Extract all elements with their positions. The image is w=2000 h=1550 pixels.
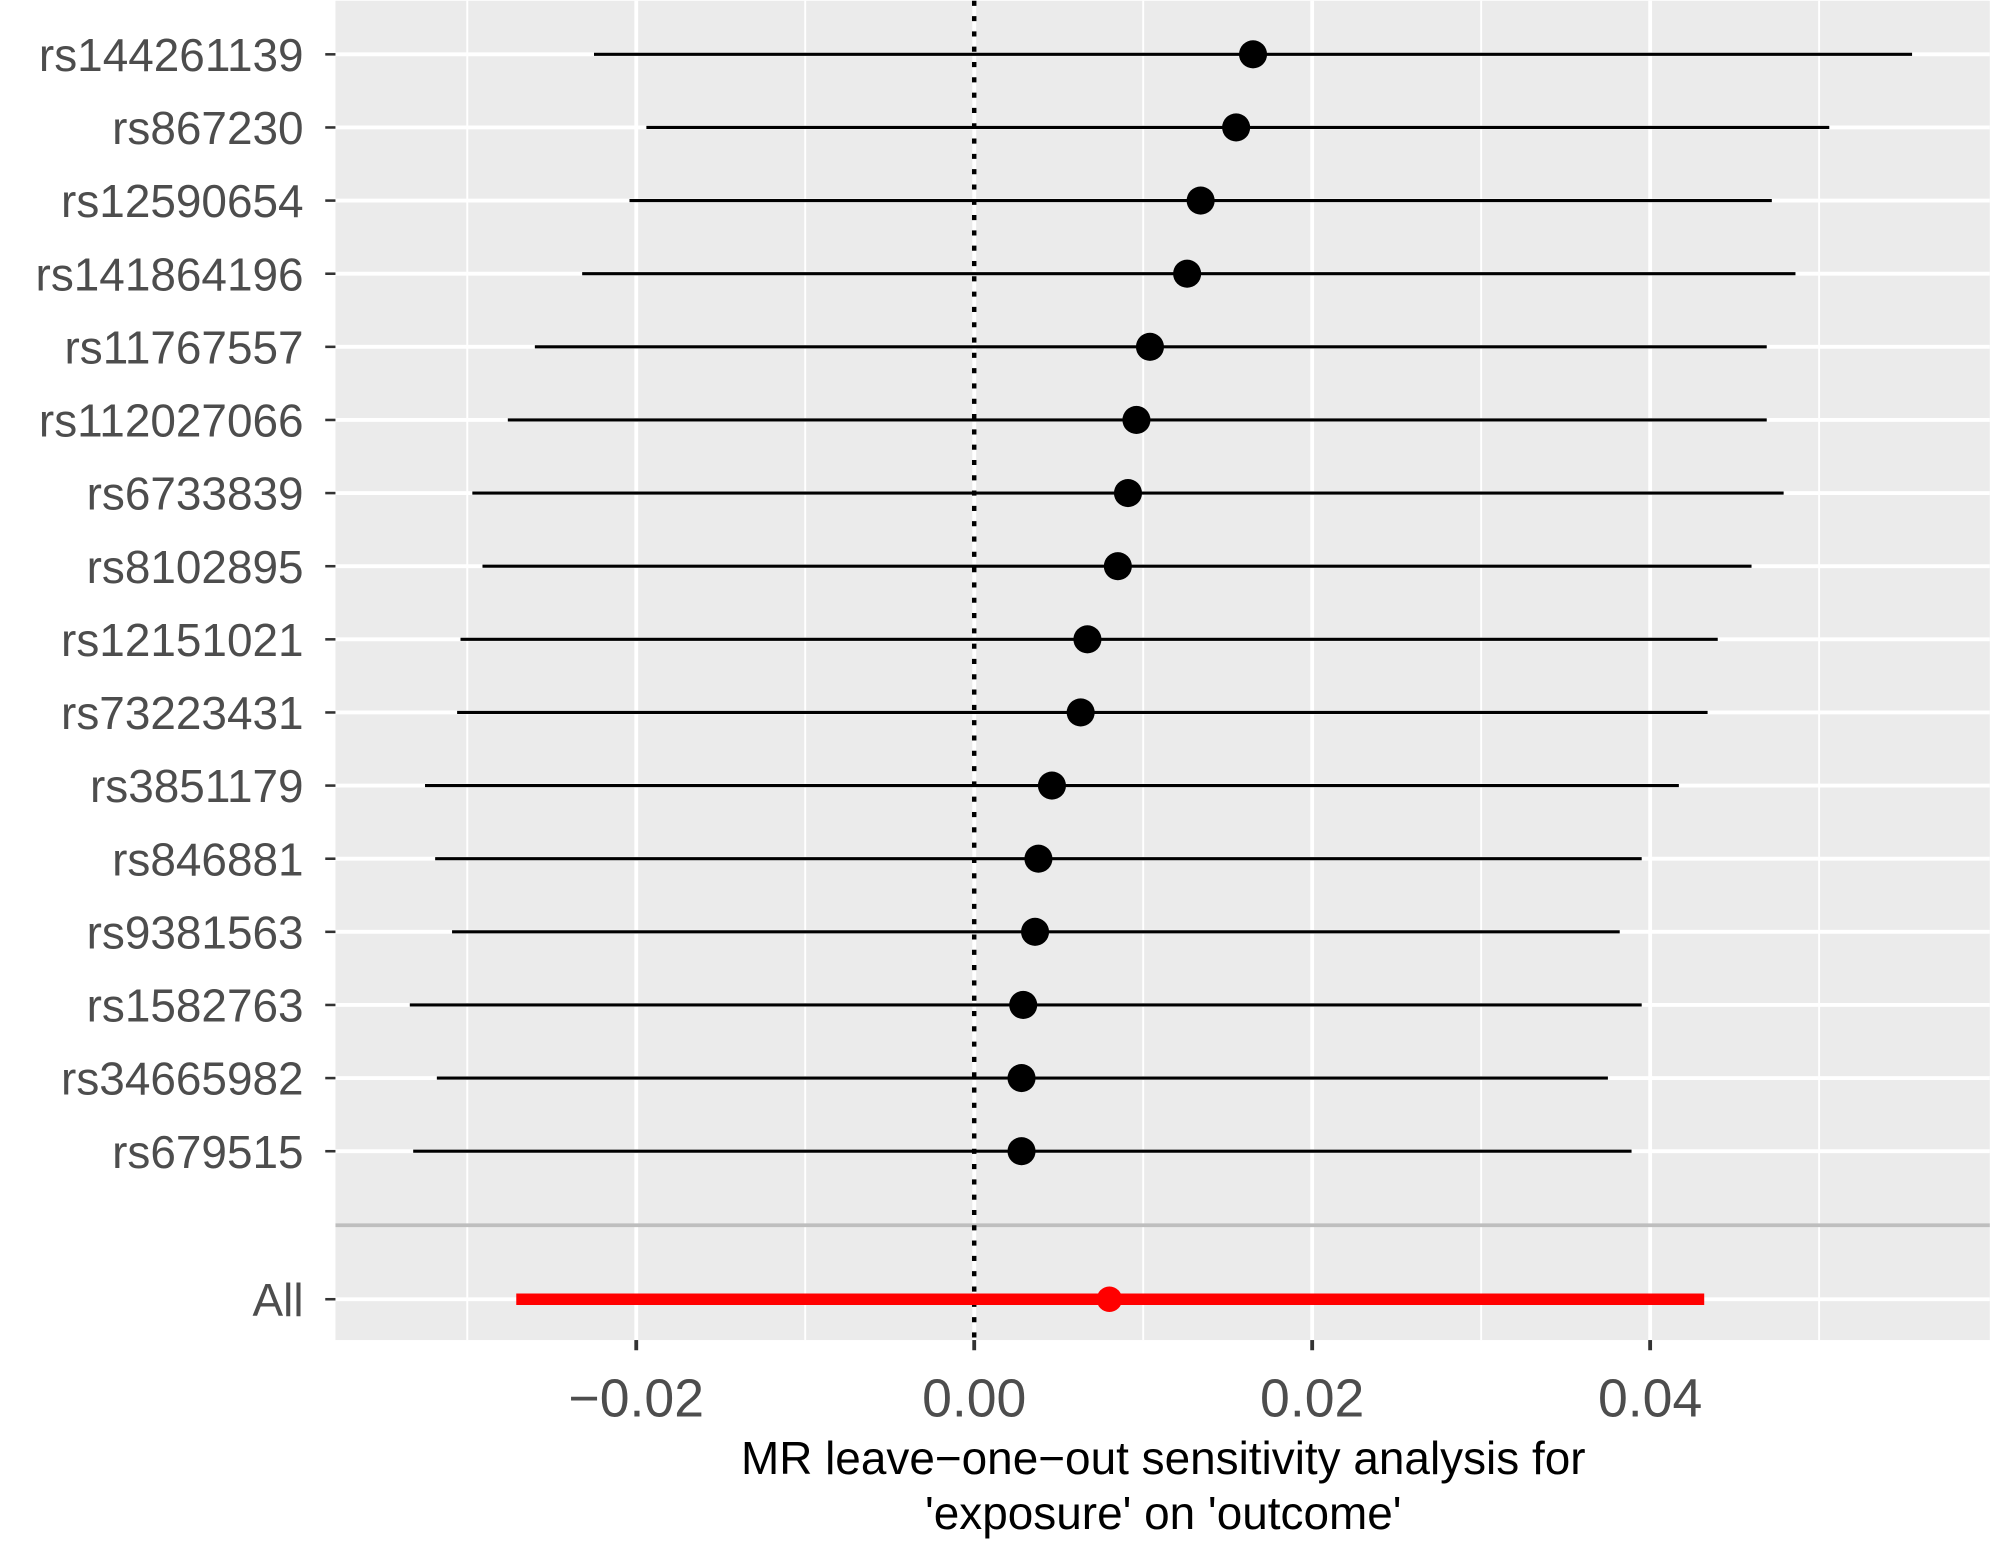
x-tick-label: 0.02 <box>1260 1370 1364 1429</box>
estimate-point <box>1009 990 1038 1019</box>
estimate-point <box>1021 917 1050 946</box>
estimate-point <box>1024 844 1053 873</box>
y-tick-label: rs679515 <box>112 1126 303 1178</box>
estimate-point <box>1135 332 1164 361</box>
estimate-point <box>1007 1064 1036 1093</box>
overall-point <box>1096 1286 1123 1312</box>
y-tick-label: rs112027066 <box>39 395 304 447</box>
estimate-point <box>1222 113 1251 142</box>
estimate-point <box>1239 40 1268 69</box>
y-tick-label: rs141864196 <box>36 248 304 300</box>
y-tick-label: rs9381563 <box>87 906 304 958</box>
x-axis-title-line-2: 'exposure' on 'outcome' <box>925 1487 1402 1539</box>
x-tick-label: −0.02 <box>568 1370 704 1429</box>
estimate-point <box>1122 405 1151 434</box>
estimate-point <box>1007 1137 1036 1166</box>
estimate-point <box>1173 259 1202 288</box>
y-tick-label: rs8102895 <box>87 541 304 593</box>
y-tick-label: rs34665982 <box>61 1053 304 1105</box>
y-tick-label: rs846881 <box>112 833 303 885</box>
y-tick-label: rs867230 <box>112 102 303 154</box>
estimate-point <box>1037 771 1066 800</box>
y-tick-label: rs6733839 <box>87 468 304 520</box>
y-tick-label: rs3851179 <box>90 760 304 812</box>
y-tick-label: rs12151021 <box>61 614 304 666</box>
x-axis-title-line-1: MR leave−one−out sensitivity analysis fo… <box>741 1432 1586 1484</box>
x-tick-label: 0.04 <box>1598 1370 1702 1429</box>
estimate-point <box>1073 625 1102 654</box>
x-tick-label: 0.00 <box>922 1370 1026 1429</box>
plot-panel <box>335 0 1990 1341</box>
y-tick-label: rs11767557 <box>64 321 303 373</box>
estimate-point <box>1066 698 1095 727</box>
estimate-point <box>1113 479 1143 508</box>
estimate-point <box>1103 552 1132 581</box>
y-tick-label: rs1582763 <box>87 980 304 1032</box>
y-tick-label: rs144261139 <box>39 29 304 81</box>
y-tick-label: rs12590654 <box>61 175 304 227</box>
y-tick-label: rs73223431 <box>61 687 304 739</box>
estimate-point <box>1186 186 1215 215</box>
y-label-all: All <box>253 1274 304 1326</box>
